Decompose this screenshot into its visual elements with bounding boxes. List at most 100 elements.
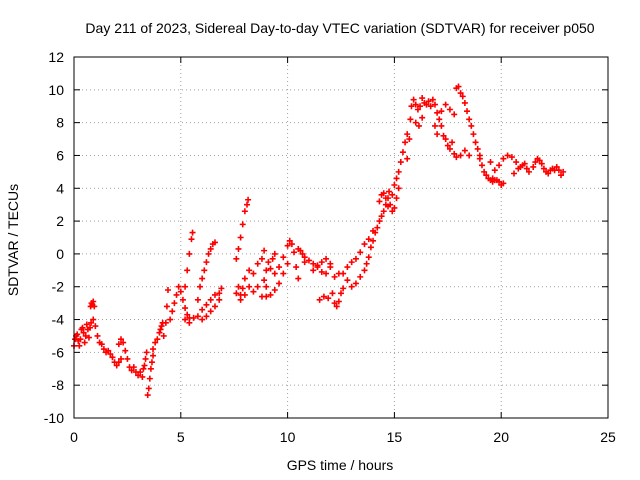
data-point [374, 224, 381, 231]
data-point [357, 249, 364, 256]
data-point [280, 270, 287, 277]
data-point [318, 259, 325, 266]
data-point [393, 175, 400, 182]
data-point [288, 241, 295, 248]
data-point [263, 283, 270, 290]
data-point [194, 296, 201, 303]
data-point [286, 237, 293, 244]
data-point [440, 132, 447, 139]
data-point [295, 275, 302, 282]
data-point [261, 277, 268, 284]
data-point [162, 319, 169, 326]
data-point [233, 255, 240, 262]
data-point [363, 260, 370, 267]
y-tick-label: 0 [56, 246, 64, 262]
data-point [540, 165, 547, 172]
data-point [391, 181, 398, 188]
data-point [301, 259, 308, 266]
data-point [122, 347, 129, 354]
data-point [211, 239, 218, 246]
data-point [85, 334, 92, 341]
data-point [156, 329, 163, 336]
data-point [142, 355, 149, 362]
data-point [186, 319, 193, 326]
data-point [233, 290, 240, 297]
data-point [80, 329, 87, 336]
data-point [331, 273, 338, 280]
x-tick-label: 10 [280, 429, 296, 445]
data-point [171, 300, 178, 307]
data-point [197, 283, 204, 290]
data-point [265, 259, 272, 266]
data-point [500, 180, 507, 187]
x-tick-label: 15 [387, 429, 403, 445]
data-point [397, 159, 404, 166]
data-point [461, 147, 468, 154]
data-point [254, 283, 261, 290]
data-point [560, 168, 567, 175]
y-tick-label: 4 [56, 180, 64, 196]
data-point [496, 162, 503, 169]
data-point [184, 311, 191, 318]
data-point [515, 165, 522, 172]
data-point [173, 291, 180, 298]
data-point [81, 339, 88, 346]
data-point [408, 103, 415, 110]
data-point [380, 190, 387, 197]
data-point [361, 241, 368, 248]
data-point [163, 303, 170, 310]
data-point [113, 362, 120, 369]
data-point [476, 155, 483, 162]
data-point [82, 332, 89, 339]
data-point [399, 149, 406, 156]
data-point [182, 316, 189, 323]
data-point [190, 314, 197, 321]
data-point [352, 255, 359, 262]
data-point [468, 122, 475, 129]
data-point [291, 249, 298, 256]
data-point [98, 341, 105, 348]
data-point [406, 136, 413, 143]
data-point [530, 163, 537, 170]
data-point [158, 323, 165, 330]
data-point [271, 287, 278, 294]
data-point [481, 168, 488, 175]
data-point [235, 245, 242, 252]
data-point [147, 365, 154, 372]
data-point [423, 101, 430, 108]
data-point [207, 245, 214, 252]
data-point [327, 260, 334, 267]
data-point [167, 316, 174, 323]
data-point [329, 290, 336, 297]
data-point [239, 285, 246, 292]
data-point [414, 106, 421, 113]
y-tick-label: 6 [56, 147, 64, 163]
data-point [199, 316, 206, 323]
data-point [144, 392, 151, 399]
data-point [419, 95, 426, 102]
data-point [466, 152, 473, 159]
data-point [415, 122, 422, 129]
data-point [92, 323, 99, 330]
data-point [431, 122, 438, 129]
y-tick-label: -4 [52, 312, 65, 328]
data-point [438, 122, 445, 129]
data-point [184, 267, 191, 274]
data-point [508, 154, 515, 161]
data-point [203, 259, 210, 266]
data-point [150, 352, 157, 359]
data-point [545, 170, 552, 177]
data-point [425, 98, 432, 105]
data-point [269, 255, 276, 262]
data-point [141, 362, 148, 369]
data-point [464, 108, 471, 115]
data-point [380, 208, 387, 215]
data-point [389, 208, 396, 215]
data-point [145, 385, 152, 392]
data-point [107, 351, 114, 358]
data-point [211, 291, 218, 298]
data-point [284, 242, 291, 249]
data-point [519, 162, 526, 169]
x-tick-label: 5 [177, 429, 185, 445]
grid [74, 57, 608, 418]
